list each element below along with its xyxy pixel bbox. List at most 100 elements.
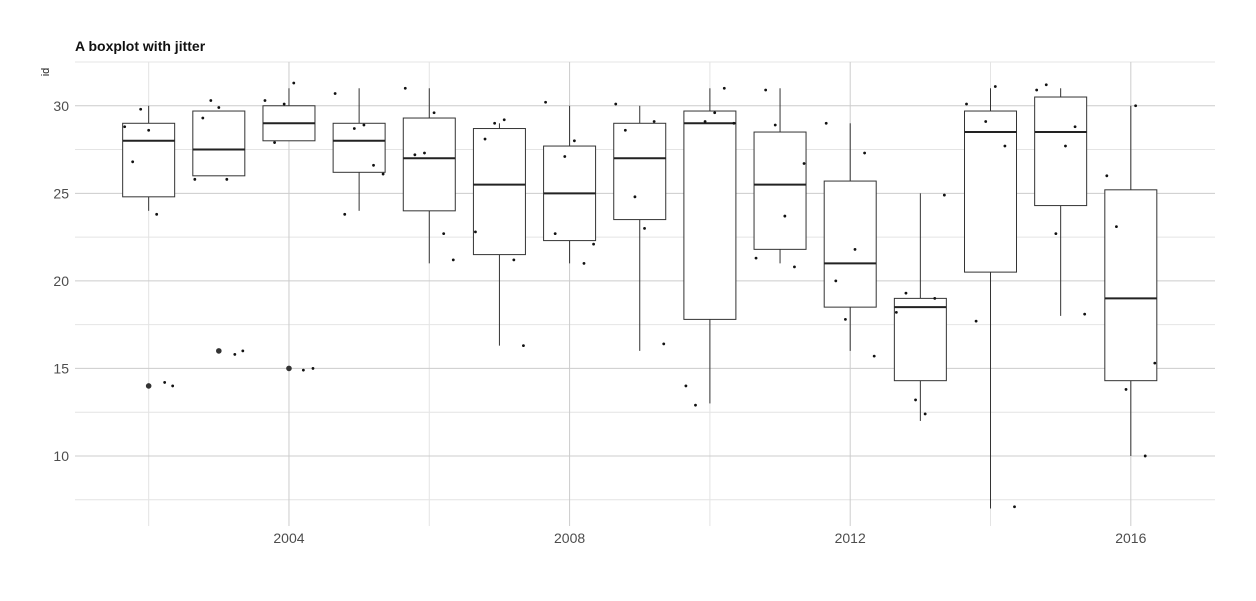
jitter-point — [684, 384, 688, 388]
jitter-point — [872, 354, 876, 358]
box — [753, 131, 807, 250]
jitter-point — [273, 141, 276, 144]
jitter-point — [343, 212, 347, 216]
y-axis-label: id — [40, 68, 52, 77]
box-group-2010 — [683, 86, 737, 407]
box — [1104, 189, 1158, 382]
jitter-point — [201, 116, 205, 120]
box — [192, 110, 246, 177]
jitter-point — [713, 111, 717, 115]
box-group-2016 — [1104, 104, 1158, 458]
outlier-point — [286, 365, 292, 372]
box-group-2008 — [543, 100, 597, 265]
jitter-point — [965, 102, 968, 106]
jitter-point — [423, 151, 426, 155]
jitter-point — [652, 120, 656, 123]
box-group-2003 — [192, 99, 246, 356]
jitter-point — [493, 121, 497, 125]
jitter-point — [163, 381, 167, 384]
box — [472, 128, 526, 256]
jitter-point — [209, 99, 213, 102]
jitter-point — [333, 92, 337, 95]
box — [683, 110, 737, 320]
jitter-point — [432, 111, 436, 115]
box — [613, 122, 667, 221]
jitter-point — [217, 106, 221, 109]
jitter-point — [123, 125, 127, 129]
box — [122, 122, 176, 198]
jitter-point — [942, 193, 946, 197]
jitter-point — [512, 258, 516, 262]
box-group-2002 — [122, 105, 176, 389]
jitter-point — [633, 195, 637, 199]
jitter-point — [563, 155, 567, 158]
jitter-point — [764, 88, 768, 92]
jitter-point — [643, 226, 646, 230]
jitter-point — [233, 353, 237, 356]
jitter-point — [474, 230, 477, 234]
y-tick-label: 20 — [53, 273, 69, 289]
box-group-2005 — [332, 88, 386, 216]
jitter-point — [311, 367, 315, 370]
jitter-point — [381, 172, 385, 176]
jitter-point — [572, 139, 576, 143]
box-group-2014 — [964, 85, 1018, 509]
box-group-2012 — [823, 121, 877, 358]
jitter-point — [623, 128, 627, 132]
jitter-point — [193, 177, 197, 181]
box — [402, 117, 456, 212]
jitter-point — [131, 160, 135, 164]
jitter-point — [974, 319, 978, 323]
box — [893, 297, 947, 382]
jitter-point — [923, 412, 927, 416]
jitter-point — [1054, 232, 1058, 235]
jitter-point — [362, 123, 366, 127]
jitter-point — [483, 137, 487, 141]
x-tick-label: 2012 — [835, 530, 866, 546]
jitter-point — [1115, 225, 1118, 228]
jitter-point — [147, 128, 151, 132]
x-tick-label: 2004 — [273, 530, 304, 546]
outlier-point — [216, 348, 222, 354]
jitter-point — [1035, 88, 1039, 92]
jitter-point — [282, 102, 286, 106]
outlier-point — [145, 383, 152, 389]
jitter-point — [853, 247, 857, 251]
jitter-point — [863, 151, 866, 155]
jitter-point — [1003, 144, 1007, 148]
jitter-point — [802, 162, 806, 165]
jitter-point — [553, 232, 557, 235]
jitter-point — [292, 81, 296, 85]
jitter-point — [155, 212, 159, 216]
jitter-point — [582, 261, 586, 265]
jitter-point — [1083, 312, 1087, 316]
jitter-point — [1134, 104, 1138, 108]
y-tick-label: 30 — [53, 98, 69, 114]
box-group-2007 — [472, 118, 526, 348]
jitter-point — [1064, 144, 1067, 148]
jitter-point — [993, 85, 997, 88]
y-tick-label: 10 — [53, 448, 69, 464]
box — [964, 110, 1018, 273]
jitter-point — [171, 384, 175, 388]
box-group-2013 — [893, 193, 947, 421]
y-tick-label: 15 — [53, 360, 69, 376]
jitter-point — [352, 127, 356, 130]
jitter-point — [914, 398, 917, 402]
jitter-point — [1143, 454, 1147, 458]
x-tick-label: 2016 — [1115, 530, 1146, 546]
box-group-2011 — [753, 88, 807, 269]
jitter-point — [139, 107, 143, 111]
jitter-point — [1013, 505, 1016, 509]
jitter-point — [933, 296, 937, 300]
box-group-2009 — [613, 102, 667, 351]
jitter-point — [703, 120, 707, 123]
jitter-point — [263, 99, 267, 102]
jitter-point — [773, 123, 777, 127]
box-group-2004 — [262, 81, 316, 372]
box — [1034, 96, 1088, 207]
jitter-point — [984, 120, 988, 123]
jitter-point — [904, 291, 908, 295]
plot-area: 10 15 20 25 30 2004 2008 2012 2016 — [53, 61, 1215, 546]
